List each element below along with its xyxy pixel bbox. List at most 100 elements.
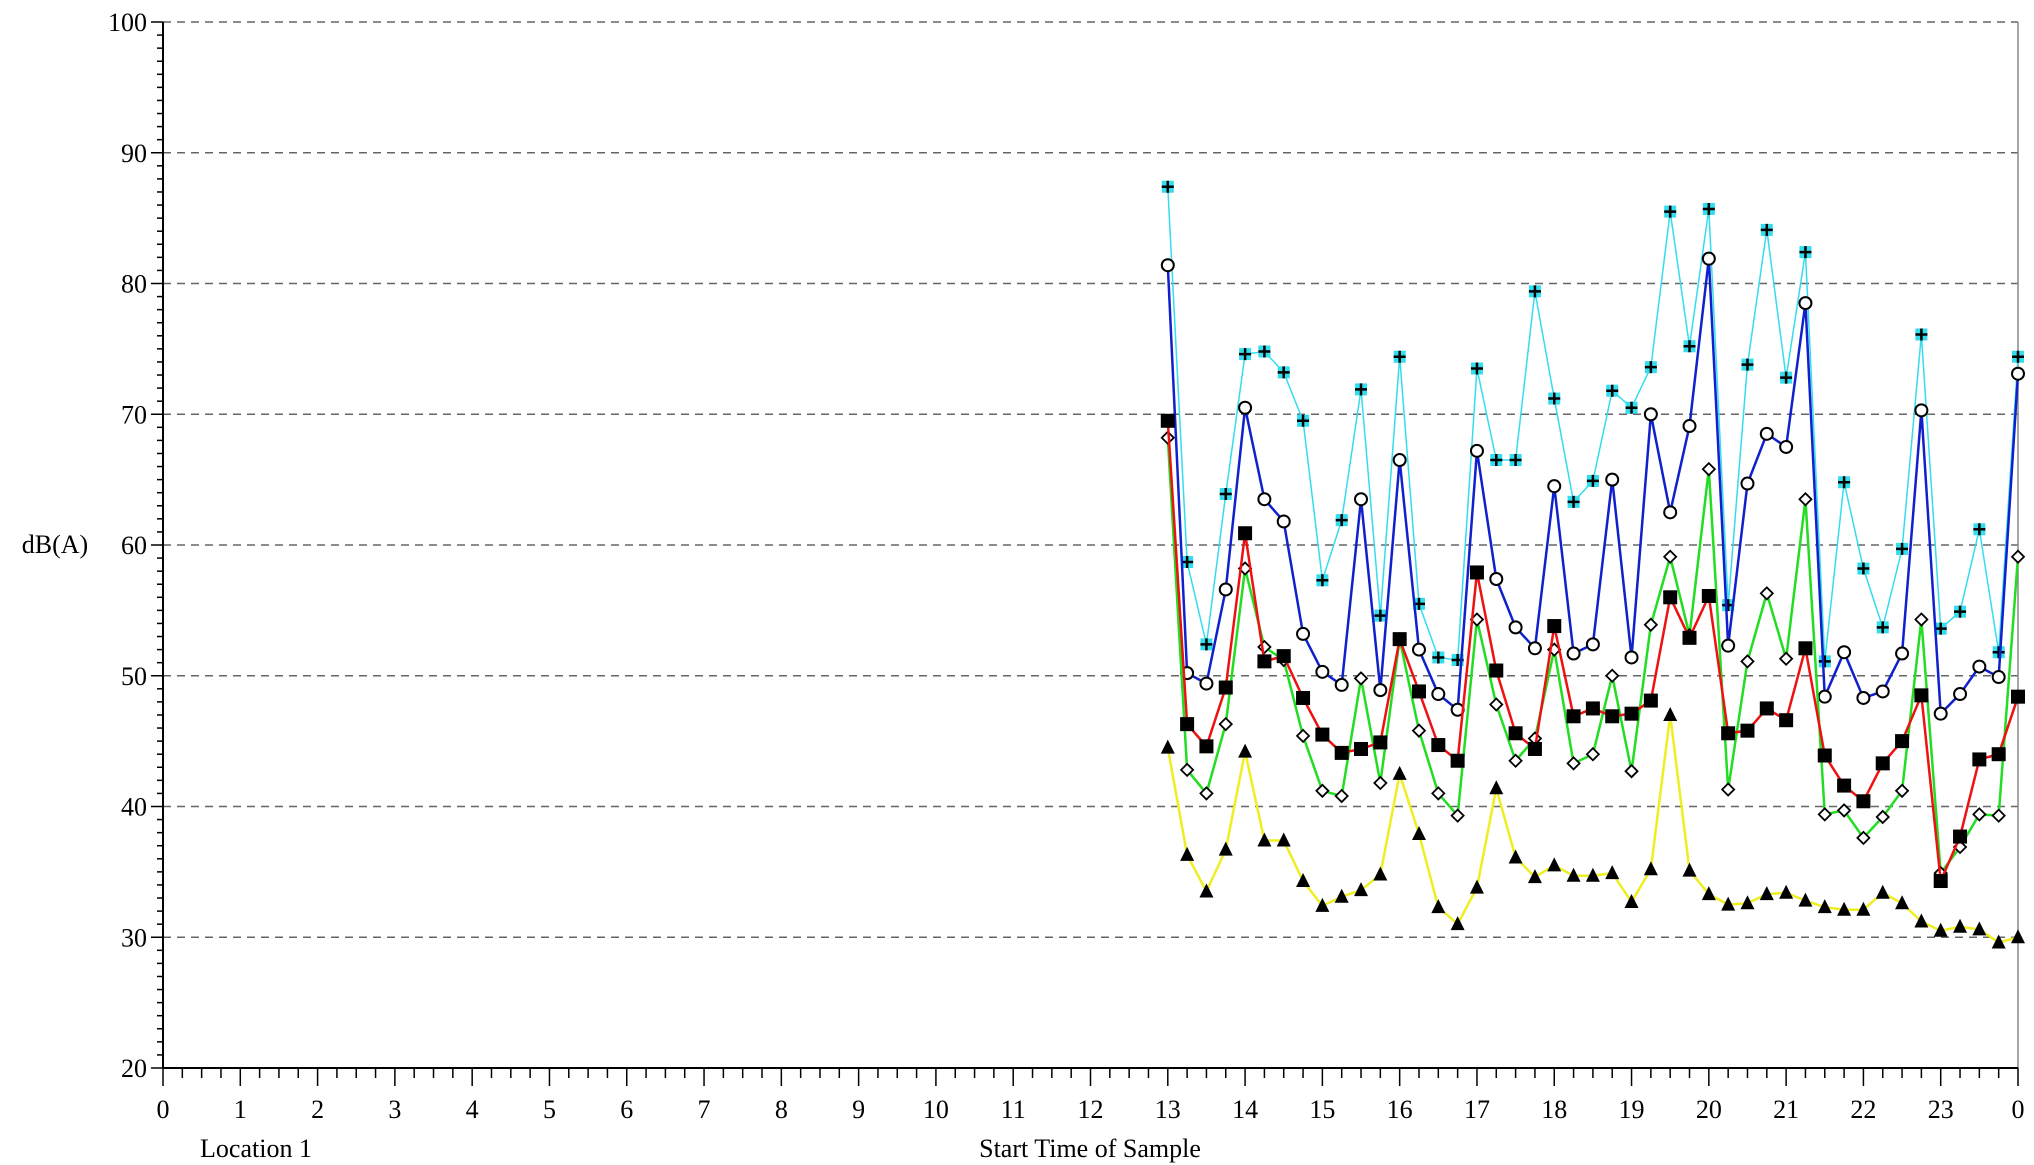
- data-point: [1914, 612, 1929, 627]
- data-point: [1218, 716, 1234, 732]
- data-point: [1199, 739, 1214, 754]
- x-tick-label: 0: [2012, 1095, 2025, 1124]
- data-point: [1740, 895, 1755, 910]
- data-point: [1160, 413, 1175, 428]
- data-point: [1624, 893, 1639, 908]
- data-point: [1257, 832, 1272, 847]
- data-point: [1296, 690, 1311, 705]
- data-point: [1605, 865, 1620, 880]
- data-point: [1527, 641, 1542, 656]
- data-point: [1334, 888, 1349, 903]
- x-tick-label: 8: [775, 1095, 788, 1124]
- series-group: [1160, 180, 2026, 949]
- data-point: [1489, 571, 1504, 586]
- data-point: [1238, 400, 1253, 415]
- y-tick-label: 100: [108, 8, 147, 37]
- data-point: [1605, 709, 1620, 724]
- x-tick-label: 10: [923, 1095, 949, 1124]
- data-point: [1605, 472, 1620, 487]
- data-point: [1740, 723, 1755, 738]
- data-point: [1953, 829, 1968, 844]
- data-point: [1199, 676, 1214, 691]
- y-tick-label: 80: [121, 270, 147, 299]
- data-point-cross: [1181, 555, 1194, 568]
- y-tick-label: 70: [121, 400, 147, 429]
- data-point-cross: [1548, 392, 1561, 405]
- y-tick-label: 20: [121, 1054, 147, 1083]
- data-point: [1489, 663, 1504, 678]
- data-point: [1199, 883, 1214, 898]
- data-point: [1875, 684, 1890, 699]
- data-point: [1798, 892, 1813, 907]
- series-2: [1160, 430, 2026, 881]
- data-point: [1547, 479, 1562, 494]
- data-point: [1720, 782, 1736, 797]
- data-point: [1933, 922, 1948, 937]
- data-point: [1682, 419, 1697, 434]
- x-tick-label: 1: [234, 1095, 247, 1124]
- data-point: [1875, 884, 1890, 899]
- data-point: [1527, 869, 1542, 884]
- data-point: [1296, 873, 1311, 888]
- x-axis-title: Start Time of Sample: [979, 1134, 1201, 1163]
- data-point: [1701, 886, 1716, 901]
- data-point: [1276, 832, 1291, 847]
- data-point: [1895, 646, 1910, 661]
- x-tick-label: 13: [1155, 1095, 1181, 1124]
- data-point: [1218, 582, 1233, 597]
- data-point: [1295, 728, 1311, 744]
- location-label: Location 1: [200, 1134, 312, 1163]
- x-tick-label: 7: [698, 1095, 711, 1124]
- data-point: [1179, 762, 1195, 778]
- data-point: [1836, 803, 1852, 818]
- data-point: [1895, 734, 1910, 749]
- data-point-cross: [1741, 358, 1754, 371]
- data-point: [1373, 735, 1388, 750]
- gridlines: [163, 21, 2019, 1068]
- data-point: [1508, 620, 1523, 635]
- data-point: [1238, 743, 1253, 758]
- y-tick-label: 40: [121, 793, 147, 822]
- data-point: [1334, 788, 1349, 804]
- x-tick-label: 9: [852, 1095, 865, 1124]
- data-point-cross: [1954, 605, 1967, 618]
- data-point: [1508, 849, 1523, 864]
- y-tick-label: 50: [121, 662, 147, 691]
- y-axis-title: dB(A): [22, 530, 88, 559]
- data-point-cross: [1818, 655, 1831, 668]
- data-point: [1856, 901, 1871, 916]
- data-point-cross: [1702, 202, 1715, 215]
- x-tick-label: 12: [1078, 1095, 1104, 1124]
- data-point: [1450, 753, 1465, 768]
- y-axis-ticks: 20 30 40 50 60 70 80 90 100: [108, 8, 163, 1083]
- data-point: [1721, 638, 1736, 653]
- y-tick-label: 30: [121, 923, 147, 952]
- data-point-cross: [1316, 574, 1329, 587]
- data-point: [1431, 899, 1446, 914]
- x-axis-ticks: 0 1 2 3 4 5 6 7 8 9 10 11 12 13 14 15 16 17 18 19 20 21 22 23 0: [157, 1068, 2025, 1124]
- data-point: [1875, 756, 1890, 771]
- data-point: [1276, 514, 1291, 529]
- data-point: [1431, 738, 1446, 753]
- data-point: [1315, 727, 1330, 742]
- data-point: [1682, 862, 1697, 877]
- data-point-cross: [1528, 285, 1541, 298]
- data-point: [1373, 866, 1388, 881]
- data-point-cross: [1876, 621, 1889, 634]
- data-point: [1354, 882, 1369, 897]
- data-point: [1759, 886, 1774, 901]
- x-tick-label: 2: [311, 1095, 324, 1124]
- data-point: [1218, 841, 1233, 856]
- data-point: [1411, 684, 1426, 699]
- data-point: [1972, 807, 1987, 822]
- data-point: [1566, 646, 1581, 661]
- data-point: [1837, 645, 1852, 660]
- data-point: [1991, 808, 2006, 823]
- data-point: [1373, 683, 1388, 698]
- data-point: [1856, 690, 1871, 705]
- data-point: [1933, 874, 1948, 889]
- data-point: [1431, 786, 1446, 801]
- data-point: [1160, 258, 1175, 273]
- data-point: [1180, 846, 1195, 861]
- data-point-cross: [2012, 350, 2024, 363]
